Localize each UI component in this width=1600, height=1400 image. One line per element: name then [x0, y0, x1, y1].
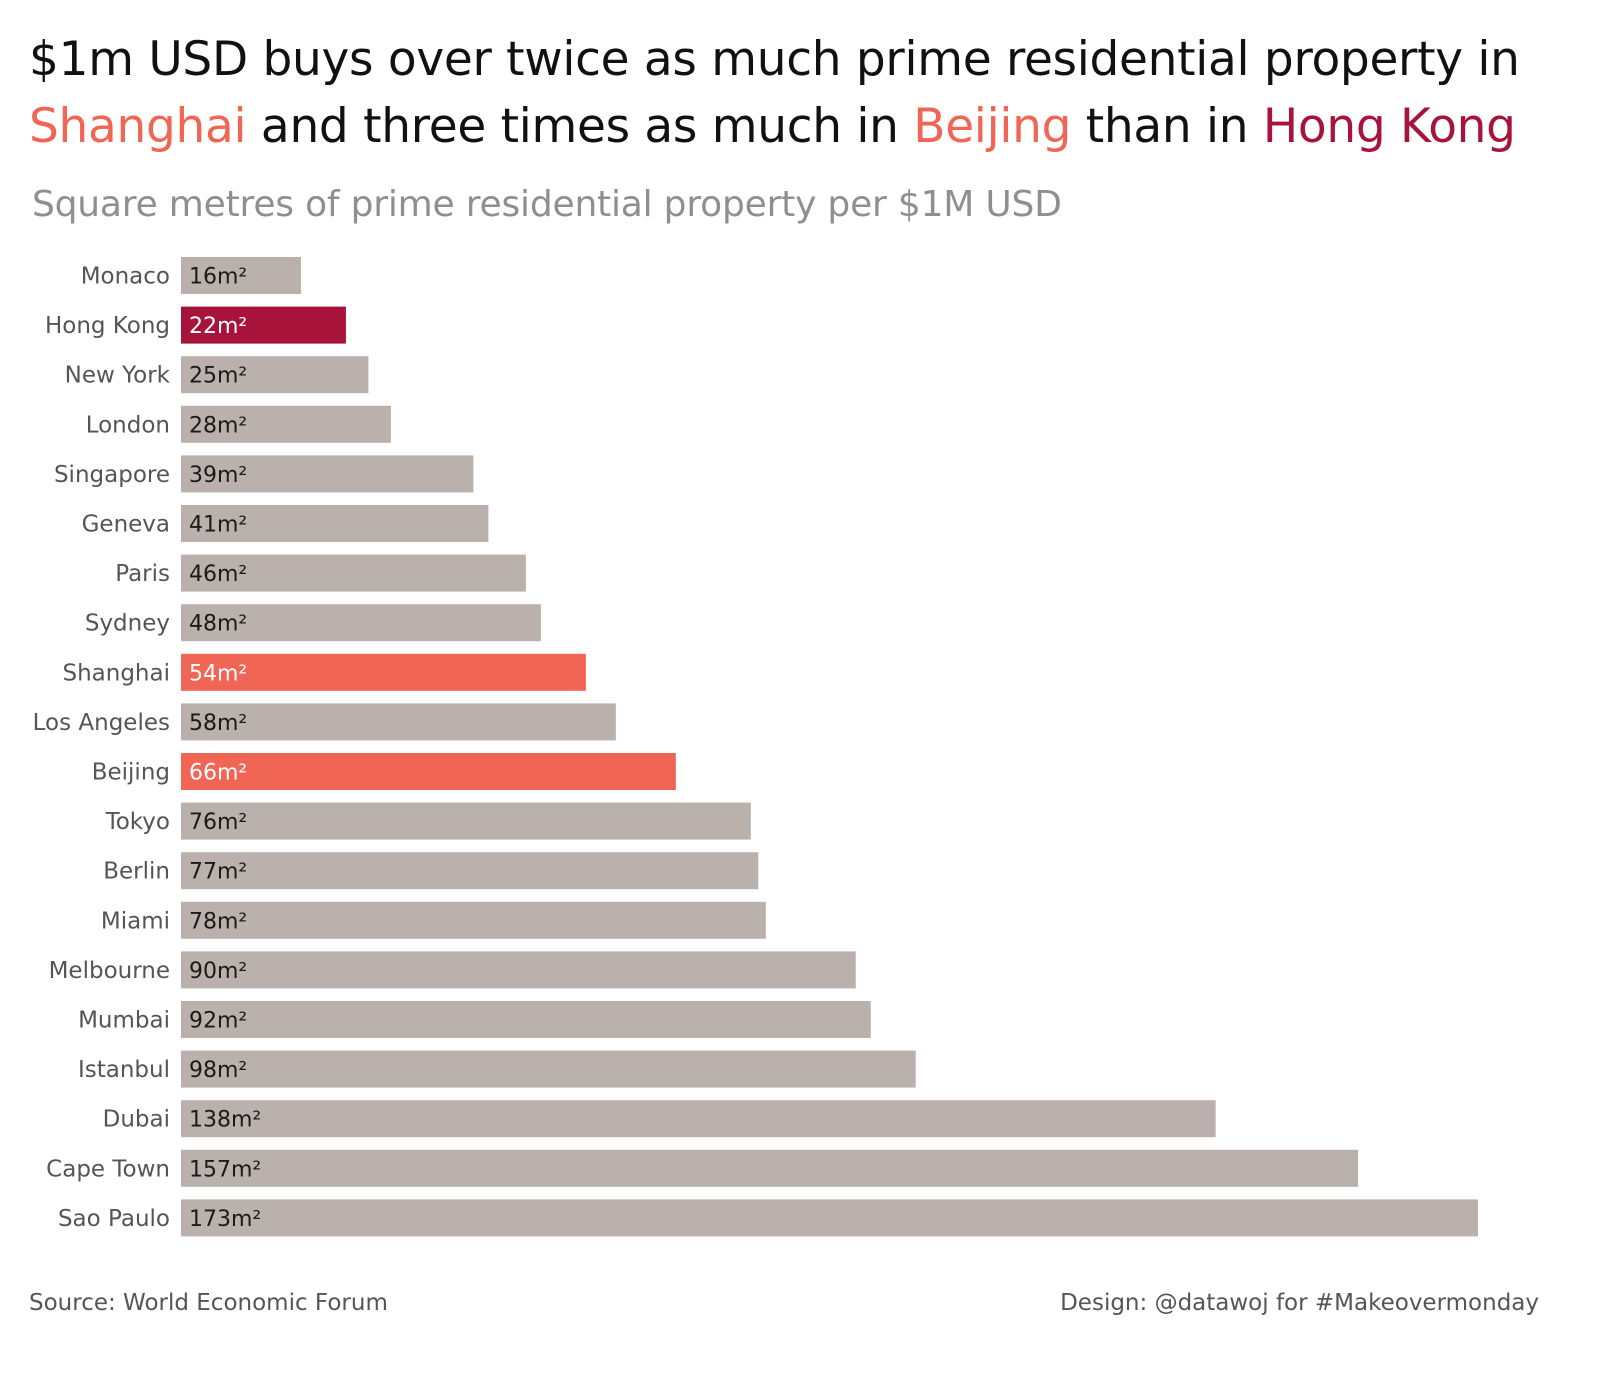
- bar-miami: [181, 901, 766, 939]
- category-label-hong-kong: Hong Kong: [45, 313, 170, 339]
- category-label-geneva: Geneva: [82, 512, 170, 538]
- data-label-berlin: 77m²: [189, 860, 247, 885]
- headline-hong-kong: Hong Kong: [1262, 99, 1516, 154]
- data-label-melbourne: 90m²: [189, 959, 247, 984]
- bar-geneva: [181, 505, 489, 542]
- data-label-istanbul: 98m²: [189, 1058, 247, 1083]
- category-label-los-angeles: Los Angeles: [33, 710, 170, 736]
- bar-new-york: [181, 356, 369, 394]
- data-label-hong-kong: 22m²: [189, 314, 247, 339]
- bar-melbourne: [181, 951, 856, 989]
- data-label-sao-paulo: 173m²: [189, 1207, 261, 1232]
- bar-monaco: [181, 257, 301, 294]
- bar-sydney: [181, 604, 541, 642]
- category-label-berlin: Berlin: [103, 859, 170, 885]
- bar-beijing: [181, 753, 676, 790]
- category-label-melbourne: Melbourne: [49, 958, 170, 984]
- data-label-shanghai: 54m²: [189, 661, 247, 686]
- category-label-beijing: Beijing: [92, 760, 170, 786]
- bar-cape-town: [181, 1149, 1359, 1187]
- category-label-tokyo: Tokyo: [105, 809, 170, 835]
- category-label-shanghai: Shanghai: [62, 660, 170, 686]
- data-label-miami: 78m²: [189, 909, 247, 934]
- category-label-monaco: Monaco: [81, 264, 170, 290]
- headline-part-2: and three times as much in: [246, 99, 914, 154]
- bar-mumbai: [181, 1001, 871, 1038]
- headline-beijing: Beijing: [913, 99, 1072, 154]
- data-label-los-angeles: 58m²: [189, 711, 247, 736]
- bar-london: [181, 405, 391, 443]
- category-label-mumbai: Mumbai: [78, 1008, 170, 1034]
- category-label-sydney: Sydney: [85, 611, 170, 637]
- bar-dubai: [181, 1100, 1216, 1138]
- category-label-paris: Paris: [115, 561, 170, 587]
- data-label-tokyo: 76m²: [189, 810, 247, 835]
- bar-singapore: [181, 455, 474, 493]
- bar-los-angeles: [181, 703, 616, 741]
- bar-hong-kong: [181, 306, 346, 344]
- category-label-london: London: [86, 412, 170, 438]
- design-credit: Design: @datawoj for #Makeovermonday: [1060, 1290, 1539, 1316]
- category-label-dubai: Dubai: [103, 1107, 170, 1133]
- data-label-london: 28m²: [189, 413, 247, 438]
- data-label-sydney: 48m²: [189, 612, 247, 637]
- data-label-mumbai: 92m²: [189, 1009, 247, 1034]
- data-label-singapore: 39m²: [189, 463, 247, 488]
- data-label-paris: 46m²: [189, 562, 247, 587]
- data-label-dubai: 138m²: [189, 1108, 261, 1133]
- headline-part-3: than in: [1071, 99, 1263, 154]
- bar-sao-paulo: [181, 1199, 1478, 1237]
- category-label-cape-town: Cape Town: [46, 1156, 170, 1182]
- bar-berlin: [181, 852, 759, 890]
- data-label-monaco: 16m²: [189, 265, 247, 290]
- bar-istanbul: [181, 1050, 916, 1088]
- bar-chart: Monaco 16m² Hong Kong 22m² New York 25m² Londo…: [33, 257, 1478, 1237]
- category-label-istanbul: Istanbul: [78, 1057, 170, 1083]
- category-label-sao-paulo: Sao Paulo: [58, 1206, 170, 1232]
- category-label-singapore: Singapore: [54, 462, 170, 488]
- data-label-geneva: 41m²: [189, 513, 247, 538]
- data-label-cape-town: 157m²: [189, 1157, 261, 1182]
- bar-shanghai: [181, 653, 586, 691]
- bar-tokyo: [181, 802, 751, 840]
- category-label-new-york: New York: [65, 363, 171, 389]
- headline-shanghai: Shanghai: [29, 99, 247, 154]
- bar-paris: [181, 554, 526, 592]
- data-label-beijing: 66m²: [189, 761, 247, 786]
- headline-part-1: $1m USD buys over twice as much prime re…: [29, 32, 1520, 87]
- chart-subtitle: Square metres of prime residential prope…: [32, 184, 1062, 225]
- data-label-new-york: 25m²: [189, 364, 247, 389]
- chart-headline: $1m USD buys over twice as much prime re…: [29, 26, 1569, 160]
- category-label-miami: Miami: [101, 908, 170, 934]
- source-note: Source: World Economic Forum: [29, 1290, 388, 1316]
